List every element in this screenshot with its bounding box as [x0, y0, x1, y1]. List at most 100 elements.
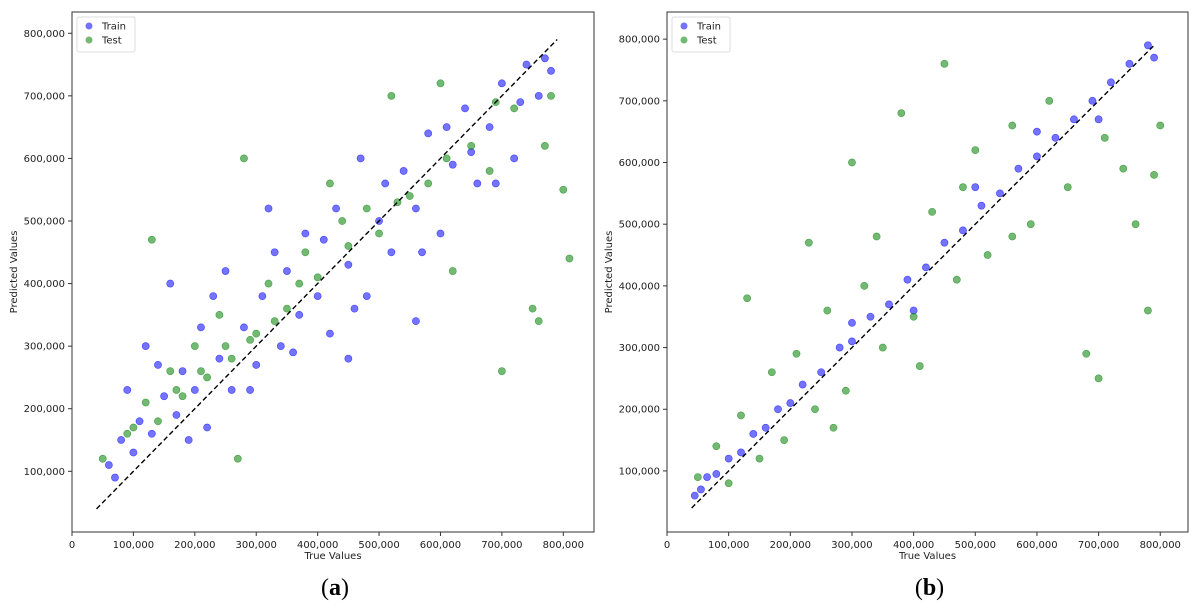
data-point-train — [160, 392, 169, 401]
data-point-test — [227, 354, 236, 363]
data-point-test — [952, 275, 961, 284]
data-point-train — [412, 204, 420, 213]
data-point-test — [172, 386, 181, 394]
data-point-test — [141, 398, 150, 407]
legend-label-train: Train — [101, 22, 126, 33]
data-point-test — [928, 207, 937, 216]
data-point-test — [559, 185, 568, 194]
data-point-train — [295, 310, 304, 319]
data-point-test — [848, 158, 856, 167]
data-point-test — [154, 417, 162, 426]
reference-line — [96, 39, 558, 510]
data-point-train — [197, 323, 205, 332]
data-point-test — [1045, 96, 1054, 105]
data-point-test — [424, 179, 433, 188]
data-point-test — [510, 104, 519, 113]
data-point-train — [885, 300, 893, 309]
data-point-test — [1082, 349, 1091, 358]
data-point-train — [977, 201, 986, 210]
data-point-test — [811, 405, 819, 414]
data-point-train — [301, 229, 310, 238]
x-tick-label: 700,000 — [1078, 540, 1119, 551]
data-point-test — [166, 367, 175, 376]
data-point-test — [301, 248, 310, 257]
data-point-train — [178, 367, 187, 376]
data-point-test — [712, 442, 721, 451]
data-point-train — [209, 292, 218, 300]
data-point-test — [221, 342, 230, 351]
data-point-train — [111, 473, 119, 482]
data-point-test — [841, 386, 850, 395]
data-point-train — [399, 167, 408, 175]
data-point-train — [270, 248, 279, 257]
data-point-train — [1150, 53, 1158, 62]
reference-line — [691, 44, 1155, 509]
series-train — [104, 54, 555, 482]
series-test — [98, 79, 574, 463]
x-tick-label: 100,000 — [708, 540, 749, 551]
data-point-train — [141, 342, 150, 351]
data-point-train — [227, 386, 236, 394]
data-point-train — [690, 491, 699, 500]
data-point-test — [233, 454, 242, 463]
data-point-train — [866, 312, 875, 321]
data-point-test — [1008, 232, 1017, 241]
x-tick-label: 700,000 — [481, 540, 522, 551]
data-point-train — [522, 60, 531, 69]
data-point-train — [817, 368, 826, 377]
data-point-train — [332, 204, 340, 213]
axes-frame — [71, 11, 595, 533]
data-point-train — [516, 98, 525, 107]
data-point-train — [252, 361, 261, 369]
data-point-test — [1144, 306, 1152, 315]
data-point-train — [203, 423, 212, 432]
data-point-train — [1014, 164, 1023, 173]
y-tick-label: 100,000 — [619, 466, 660, 477]
data-point-test — [767, 368, 776, 377]
data-point-test — [878, 343, 887, 352]
data-point-test — [971, 146, 980, 155]
data-point-test — [1100, 133, 1109, 142]
data-point-test — [1063, 183, 1072, 192]
x-tick-label: 500,000 — [358, 540, 399, 551]
data-point-train — [350, 304, 359, 313]
data-point-test — [344, 242, 353, 250]
data-point-train — [1125, 59, 1134, 68]
data-point-train — [697, 485, 705, 494]
data-point-train — [117, 436, 126, 444]
x-tick-label: 800,000 — [1140, 540, 1181, 551]
legend-marker-test — [680, 36, 688, 44]
panel-b: 0 100,000 200,000 300,000 400,000 500,000 600,… — [604, 11, 1189, 601]
data-point-train — [534, 91, 543, 100]
data-point-train — [461, 104, 469, 113]
data-point-train — [959, 226, 967, 235]
data-point-test — [190, 342, 199, 351]
data-point-train — [381, 179, 390, 188]
data-point-train — [362, 292, 371, 300]
series-train — [690, 41, 1158, 500]
legend-marker-train — [680, 22, 688, 30]
data-point-train — [491, 179, 500, 188]
data-point-test — [270, 317, 279, 326]
data-point-train — [240, 323, 248, 332]
data-point-train — [104, 461, 113, 469]
data-point-train — [547, 66, 555, 75]
data-point-test — [804, 238, 813, 247]
data-point-train — [996, 189, 1004, 198]
y-axis-label: Predicted Values — [604, 231, 615, 314]
data-point-test — [872, 232, 881, 241]
data-point-test — [362, 204, 371, 213]
x-tick-label: 300,000 — [236, 540, 277, 551]
data-point-train — [737, 448, 745, 457]
data-point-test — [915, 362, 924, 370]
data-point-train — [786, 399, 795, 407]
panel-caption: (a) — [321, 575, 349, 601]
data-point-train — [1070, 115, 1078, 124]
data-point-train — [1033, 152, 1041, 161]
data-point-test — [295, 279, 304, 288]
data-point-test — [983, 251, 992, 259]
axes-frame — [666, 11, 1189, 533]
data-point-train — [246, 386, 254, 394]
data-point-test — [1119, 164, 1128, 173]
